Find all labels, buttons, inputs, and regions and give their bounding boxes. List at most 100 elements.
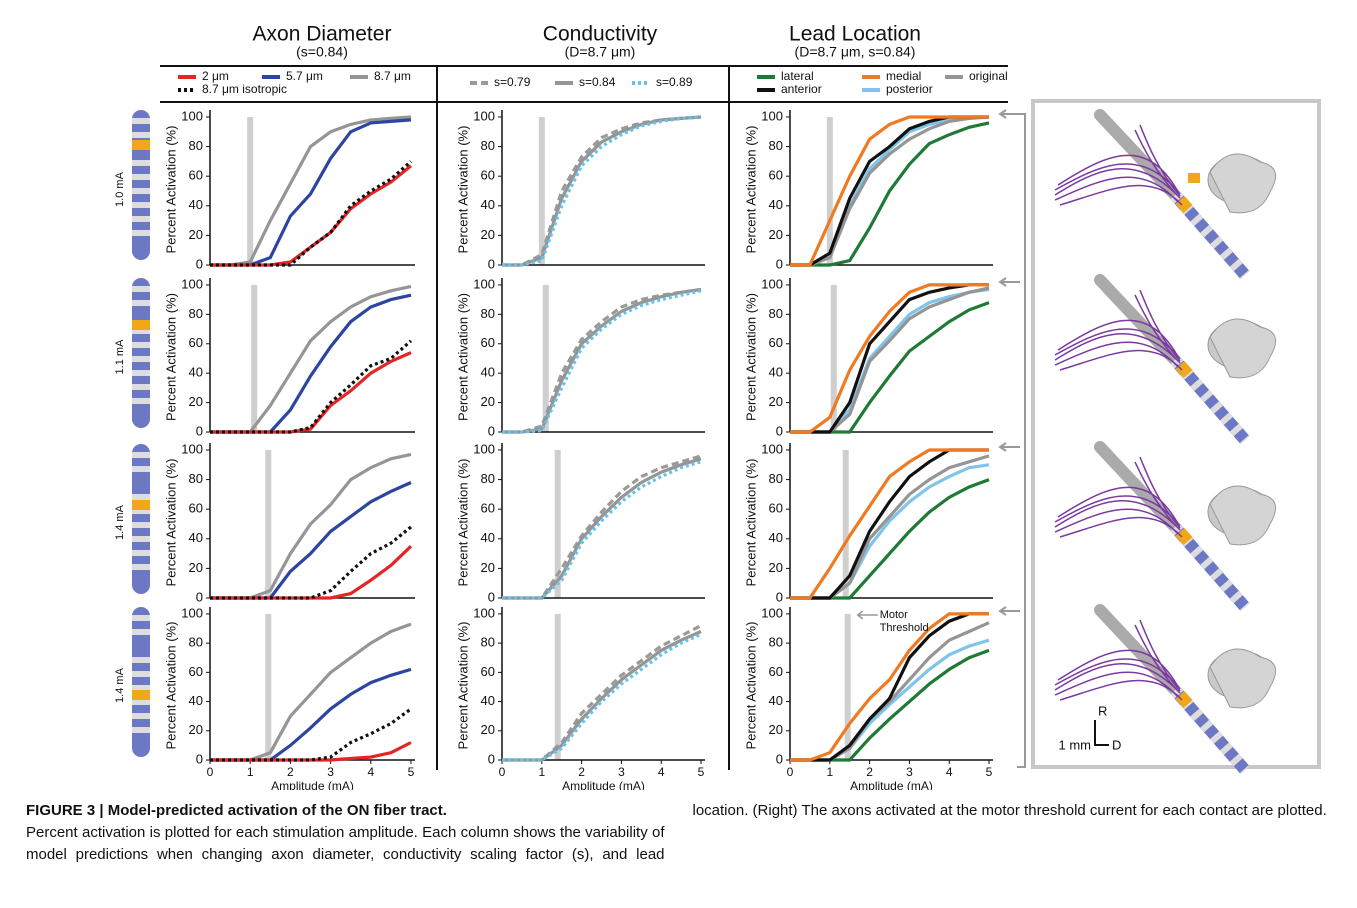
y-tick-label: 0	[776, 423, 783, 438]
image-frame	[1031, 99, 1321, 769]
y-tick-label: 100	[473, 108, 495, 123]
series-line	[210, 164, 413, 267]
y-tick-label: 40	[481, 365, 495, 380]
y-tick-label: 100	[761, 108, 783, 123]
x-tick-label: 5	[408, 765, 415, 779]
legend-label: anterior	[781, 82, 822, 96]
legend-label: medial	[886, 69, 921, 83]
row-label: 1.1 mA	[114, 339, 126, 375]
render-image	[1055, 115, 1276, 275]
y-tick-label: 100	[761, 441, 783, 456]
series-line	[210, 481, 412, 600]
y-tick-label: 80	[189, 471, 203, 486]
y-axis-label: Percent Activation (%)	[163, 459, 178, 587]
y-axis-label: Percent Activation (%)	[455, 126, 470, 254]
y-tick-label: 20	[481, 394, 495, 409]
y-axis-label: Percent Activation (%)	[743, 459, 758, 587]
y-tick-label: 0	[488, 751, 495, 766]
legend-label: 5.7 μm	[286, 69, 323, 83]
active-contact	[132, 140, 150, 150]
series-line	[210, 118, 412, 267]
y-axis-label: Percent Activation (%)	[743, 293, 758, 421]
y-tick-label: 60	[189, 168, 203, 183]
bracket	[1017, 113, 1026, 768]
y-tick-label: 80	[481, 306, 495, 321]
y-tick-label: 60	[481, 335, 495, 350]
scale-bar	[1094, 720, 1109, 746]
y-axis-label: Percent Activation (%)	[455, 622, 470, 750]
series-line	[790, 115, 990, 267]
active-contact	[132, 690, 150, 700]
y-tick-label: 20	[769, 227, 783, 242]
y-tick-label: 20	[189, 394, 203, 409]
y-tick-label: 100	[181, 441, 203, 456]
y-tick-label: 0	[196, 423, 203, 438]
lead-icon	[132, 444, 150, 594]
y-tick-label: 60	[189, 335, 203, 350]
series-line	[210, 667, 412, 762]
legend-label: 8.7 μm	[374, 69, 411, 83]
threshold-arrow	[998, 606, 1020, 616]
y-tick-label: 0	[196, 751, 203, 766]
y-tick-label: 60	[481, 664, 495, 679]
series-line	[790, 612, 989, 762]
y-axis-label: Percent Activation (%)	[163, 126, 178, 254]
series-line	[502, 454, 702, 600]
motor-threshold	[265, 613, 272, 760]
y-tick-label: 40	[189, 365, 203, 380]
render-image	[1055, 447, 1276, 607]
legend-label: s=0.89	[656, 75, 693, 89]
y-tick-label: 40	[189, 530, 203, 545]
y-tick-label: 0	[196, 589, 203, 604]
y-axis-label: Percent Activation (%)	[455, 459, 470, 587]
y-tick-label: 80	[189, 306, 203, 321]
y-tick-label: 20	[189, 560, 203, 575]
x-axis-label: Amplitude (mA)	[271, 779, 354, 790]
series-line	[502, 287, 702, 434]
lead-icon	[132, 278, 150, 428]
y-tick-label: 0	[488, 256, 495, 271]
row-label: 1.4 mA	[114, 504, 126, 540]
y-tick-label: 60	[769, 168, 783, 183]
motor-threshold	[542, 284, 549, 432]
x-tick-label: 5	[986, 765, 993, 779]
x-tick-label: 4	[946, 765, 953, 779]
series-line	[502, 457, 702, 600]
active-contact	[132, 320, 150, 330]
series-line	[790, 448, 989, 600]
y-tick-label: 40	[481, 530, 495, 545]
render-image	[1055, 280, 1276, 440]
series-line	[502, 289, 702, 434]
y-tick-label: 0	[196, 256, 203, 271]
y-tick-label: 80	[769, 138, 783, 153]
legend-label: original	[969, 69, 1008, 83]
x-tick-label: 4	[658, 765, 665, 779]
x-tick-label: 4	[367, 765, 374, 779]
annotation: Motor	[880, 609, 908, 621]
column-title: Axon Diameter	[253, 23, 392, 46]
y-tick-label: 60	[189, 501, 203, 516]
x-tick-label: 2	[578, 765, 585, 779]
series-line	[210, 351, 412, 434]
y-tick-label: 100	[473, 276, 495, 291]
y-tick-label: 20	[769, 722, 783, 737]
y-tick-label: 20	[481, 560, 495, 575]
x-tick-label: 0	[499, 765, 506, 779]
legend-label: 8.7 μm isotropic	[202, 82, 287, 96]
series-line	[790, 612, 989, 762]
y-tick-label: 80	[189, 138, 203, 153]
series-line	[502, 287, 702, 434]
x-tick-label: 0	[207, 765, 214, 779]
series-line	[790, 621, 990, 762]
series-line	[790, 283, 989, 434]
motor-threshold	[830, 284, 837, 432]
y-tick-label: 40	[189, 197, 203, 212]
caption-label: FIGURE 3 | Model-predicted activation of…	[26, 802, 447, 819]
y-tick-label: 0	[776, 751, 783, 766]
legend-label: posterior	[886, 82, 933, 96]
threshold-arrow	[998, 109, 1020, 119]
y-axis-label: Percent Activation (%)	[455, 293, 470, 421]
y-tick-label: 20	[481, 227, 495, 242]
column-subtitle: (D=8.7 μm, s=0.84)	[795, 44, 916, 60]
